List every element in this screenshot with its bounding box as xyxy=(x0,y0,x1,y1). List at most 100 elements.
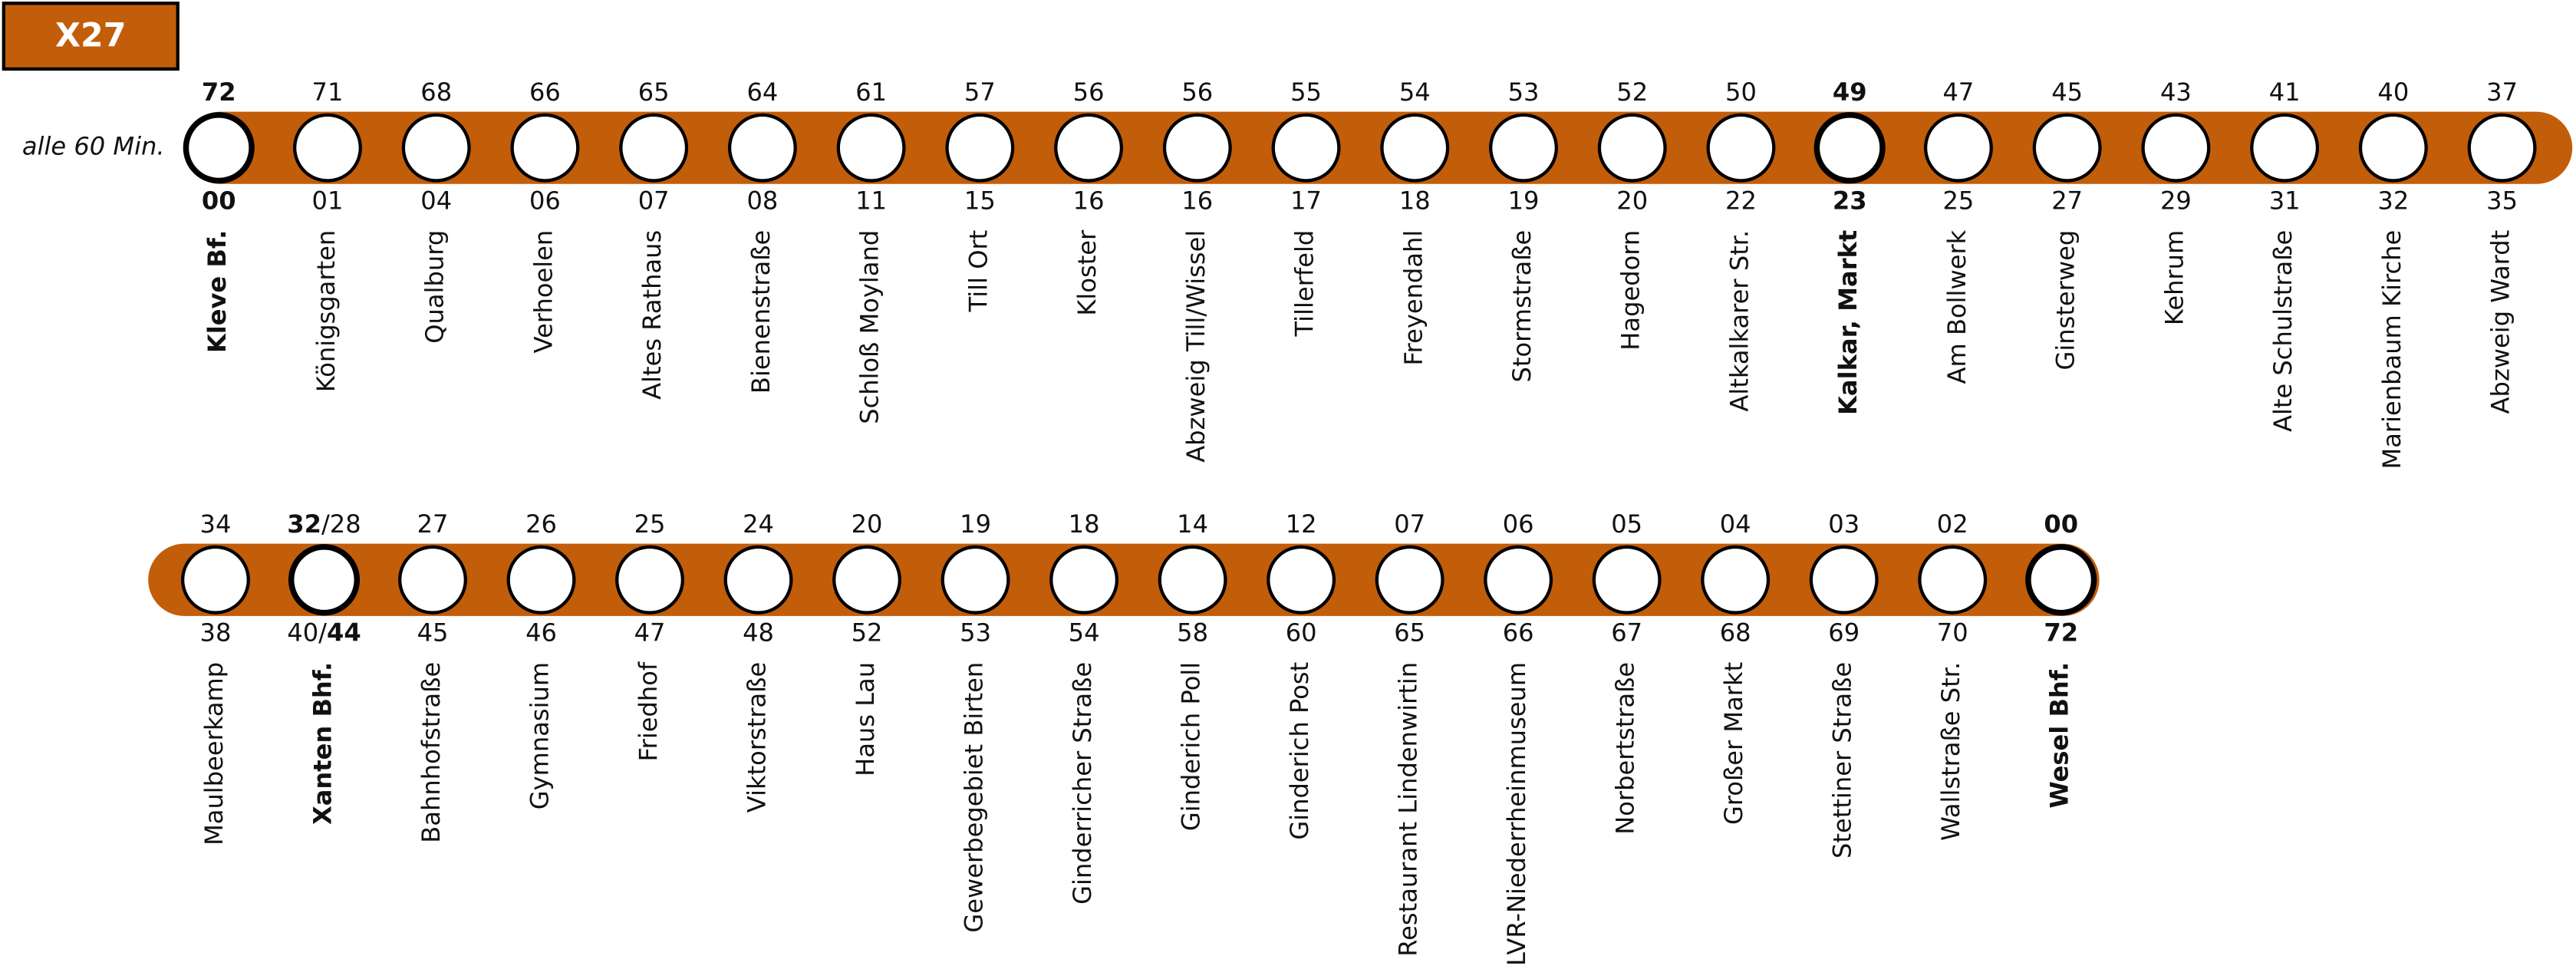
time-bottom: 00 xyxy=(202,186,236,215)
time-top: 71 xyxy=(312,77,344,107)
stop xyxy=(288,544,361,616)
stop-name: Bienenstraße xyxy=(746,230,776,394)
stop xyxy=(293,113,362,183)
time-top: 12 xyxy=(1286,509,1317,539)
time-top: 43 xyxy=(2160,77,2192,107)
time-top: 26 xyxy=(525,509,557,539)
time-bottom: 67 xyxy=(1611,618,1642,647)
stop xyxy=(2358,113,2428,183)
time-bottom: 68 xyxy=(1720,618,1751,647)
stop-name: Schloß Moyland xyxy=(855,230,884,424)
time-top: 00 xyxy=(2044,509,2078,539)
stop xyxy=(1809,545,1879,615)
time-bottom-part: 44 xyxy=(327,618,361,647)
stop xyxy=(836,113,906,183)
stop xyxy=(940,545,1010,615)
time-bottom: 01 xyxy=(312,186,344,215)
time-top: 34 xyxy=(200,509,232,539)
time-bottom: 70 xyxy=(1937,618,1968,647)
stop xyxy=(1380,113,1450,183)
time-top: 61 xyxy=(855,77,887,107)
time-bottom-part: 00 xyxy=(202,186,236,215)
time-top: 68 xyxy=(420,77,452,107)
time-bottom: 38 xyxy=(200,618,232,647)
stop-name: Xanten Bhf. xyxy=(308,662,337,825)
stop xyxy=(2250,113,2320,183)
stop-name: Alte Schulstraße xyxy=(2268,230,2298,432)
stop xyxy=(181,545,250,615)
stop-name: Haus Lau xyxy=(851,662,880,776)
stop-name: Kalkar, Markt xyxy=(1833,230,1863,415)
stop-name: Ginderich Post xyxy=(1285,662,1314,840)
stop xyxy=(401,113,471,183)
time-top: 03 xyxy=(1828,509,1860,539)
time-bottom: 06 xyxy=(529,186,561,215)
stop xyxy=(723,545,793,615)
stop-name: Tillerfeld xyxy=(1290,230,1319,338)
stop xyxy=(832,545,902,615)
time-top: 53 xyxy=(1508,77,1540,107)
time-bottom: 65 xyxy=(1394,618,1425,647)
stop xyxy=(1489,113,1558,183)
time-top: 55 xyxy=(1290,77,1322,107)
time-top: 64 xyxy=(746,77,778,107)
stop-name: Am Bollwerk xyxy=(1942,229,1972,384)
stop-name: Kehrum xyxy=(2159,230,2189,325)
stop xyxy=(619,113,689,183)
stop xyxy=(2467,113,2537,183)
time-top: 57 xyxy=(964,77,996,107)
stop-name: Viktorstraße xyxy=(743,662,772,813)
time-top: 32/28 xyxy=(287,509,361,539)
stop-name: Freyendahl xyxy=(1398,230,1428,366)
stop xyxy=(1162,113,1232,183)
stop-name: Kloster xyxy=(1072,229,1102,316)
time-top-part: 72 xyxy=(202,77,236,107)
time-bottom: 20 xyxy=(1616,186,1648,215)
time-bottom: 08 xyxy=(746,186,778,215)
time-top: 72 xyxy=(202,77,236,107)
stop xyxy=(398,545,467,615)
stop-name: Restaurant Lindenwirtin xyxy=(1394,662,1423,957)
stop-name: Bahnhofstraße xyxy=(417,662,446,843)
time-bottom: 72 xyxy=(2044,618,2078,647)
time-bottom: 22 xyxy=(1725,186,1757,215)
time-bottom: 48 xyxy=(743,618,774,647)
stop-name: Qualburg xyxy=(420,230,450,344)
stop-name: Ginderricher Straße xyxy=(1068,662,1097,905)
time-bottom: 11 xyxy=(855,186,887,215)
time-top: 45 xyxy=(2051,77,2083,107)
time-top: 25 xyxy=(634,509,666,539)
time-top: 47 xyxy=(1943,77,1975,107)
time-bottom: 15 xyxy=(964,186,996,215)
stop-name: Ginderich Poll xyxy=(1177,662,1206,831)
time-top: 49 xyxy=(1833,77,1867,107)
stop xyxy=(1592,545,1662,615)
stop xyxy=(1813,112,1886,184)
time-top: 27 xyxy=(417,509,449,539)
time-bottom: 31 xyxy=(2269,186,2301,215)
time-top: 52 xyxy=(1616,77,1648,107)
stop xyxy=(510,113,580,183)
time-bottom: 45 xyxy=(417,618,449,647)
stop xyxy=(1158,545,1227,615)
stop-name: Altes Rathaus xyxy=(637,230,667,400)
time-bottom: 66 xyxy=(1503,618,1534,647)
time-bottom: 17 xyxy=(1290,186,1322,215)
stop xyxy=(1701,545,1771,615)
stop-name: Friedhof xyxy=(634,661,663,761)
time-bottom: 40/44 xyxy=(287,618,361,647)
time-bottom-part: 72 xyxy=(2044,618,2078,647)
stop xyxy=(1049,545,1119,615)
stop-name: Kleve Bf. xyxy=(203,230,232,353)
frequency: alle 60 Min. xyxy=(22,132,165,161)
time-top: 56 xyxy=(1073,77,1105,107)
time-bottom-part: 40/ xyxy=(287,618,327,647)
stop-name: Verhoelen xyxy=(529,230,558,354)
time-bottom: 69 xyxy=(1828,618,1860,647)
time-top-part: 49 xyxy=(1833,77,1867,107)
time-bottom: 19 xyxy=(1508,186,1540,215)
time-top: 41 xyxy=(2269,77,2301,107)
stop xyxy=(727,113,797,183)
stop-name: Wallstraße Str. xyxy=(1936,662,1965,841)
